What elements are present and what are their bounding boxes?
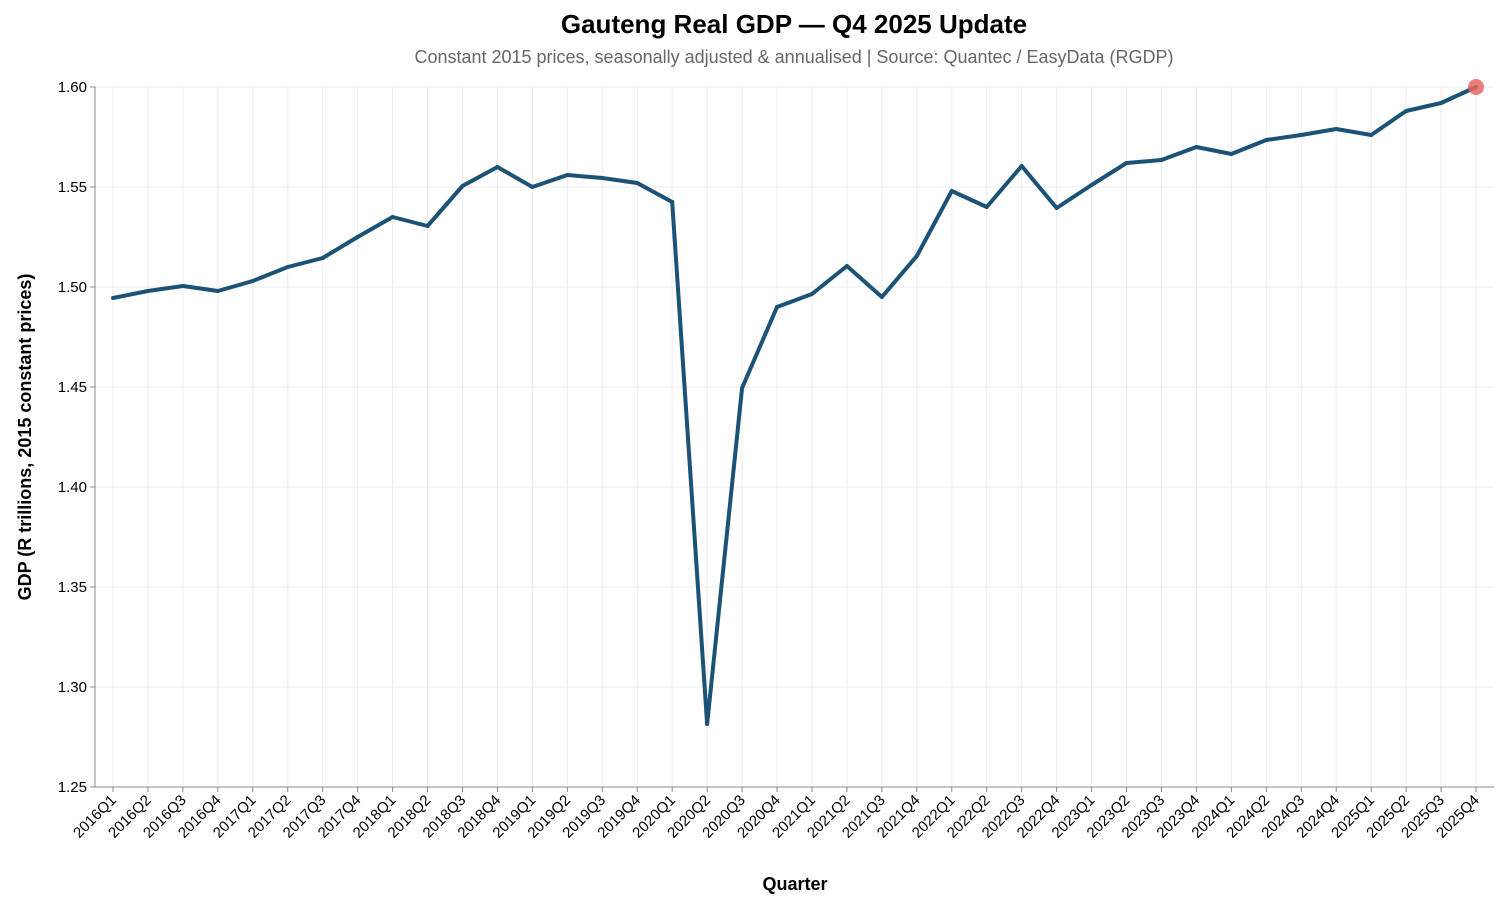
line-segment-2017Q3 — [320, 235, 360, 260]
series-line — [111, 79, 1484, 726]
line-segment-2021Q1 — [809, 264, 849, 296]
line-segment-2021Q3 — [879, 254, 919, 299]
line-segment-2019Q3 — [600, 176, 640, 185]
line-segment-2018Q2 — [425, 184, 465, 228]
line-segment-2020Q1 — [670, 200, 710, 726]
line-segment-2025Q2 — [1404, 101, 1444, 113]
y-tick-label: 1.25 — [58, 779, 87, 796]
axes: 1.251.301.351.401.451.501.551.602016Q120… — [58, 79, 1494, 842]
line-segment-2024Q4 — [1334, 127, 1374, 137]
line-segment-2024Q2 — [1264, 133, 1304, 142]
line-segment-2016Q1 — [111, 289, 150, 300]
line-segment-2020Q3 — [740, 305, 780, 390]
line-segment-2017Q1 — [250, 265, 290, 283]
line-segment-2020Q4 — [775, 292, 814, 309]
line-segment-2022Q3 — [1019, 164, 1059, 210]
line-segment-2022Q1 — [949, 189, 989, 209]
y-tick-label: 1.35 — [58, 579, 87, 596]
line-segment-2017Q4 — [355, 215, 395, 239]
gridlines — [95, 86, 1494, 788]
line-segment-2023Q3 — [1159, 145, 1199, 162]
chart-subtitle: Constant 2015 prices, seasonally adjuste… — [414, 47, 1173, 67]
y-tick-label: 1.45 — [58, 379, 87, 396]
line-segment-2016Q4 — [215, 279, 255, 293]
line-segment-2023Q4 — [1194, 145, 1234, 156]
line-segment-2021Q4 — [914, 189, 954, 258]
line-segment-2018Q4 — [495, 165, 535, 189]
line-segment-2023Q1 — [1089, 161, 1129, 187]
line-segment-2018Q3 — [460, 165, 500, 188]
line-segment-2023Q2 — [1124, 158, 1164, 165]
line-segment-2022Q2 — [984, 164, 1024, 209]
line-segment-2018Q1 — [390, 215, 430, 228]
y-tick-label: 1.55 — [58, 179, 87, 196]
y-tick-label: 1.50 — [58, 279, 87, 296]
line-segment-2016Q3 — [180, 284, 220, 293]
line-segment-2022Q4 — [1054, 183, 1094, 210]
y-axis-title: GDP (R trillions, 2015 constant prices) — [15, 274, 35, 601]
line-segment-2020Q2 — [705, 386, 745, 726]
line-segment-2019Q2 — [565, 173, 605, 180]
y-tick-label: 1.40 — [58, 479, 87, 496]
x-axis-title: Quarter — [762, 874, 827, 894]
line-segment-2024Q1 — [1229, 138, 1269, 156]
line-segment-2025Q1 — [1369, 109, 1409, 137]
line-segment-2019Q1 — [530, 173, 570, 189]
y-tick-label: 1.30 — [58, 679, 87, 696]
y-tick-label: 1.60 — [58, 79, 87, 96]
line-segment-2024Q3 — [1299, 127, 1339, 137]
line-segment-2019Q4 — [635, 181, 675, 204]
line-segment-2017Q2 — [285, 256, 325, 269]
line-segment-2021Q2 — [844, 264, 884, 299]
latest-point-marker — [1468, 79, 1484, 95]
line-segment-2016Q2 — [145, 284, 185, 293]
chart-title: Gauteng Real GDP — Q4 2025 Update — [561, 9, 1027, 39]
